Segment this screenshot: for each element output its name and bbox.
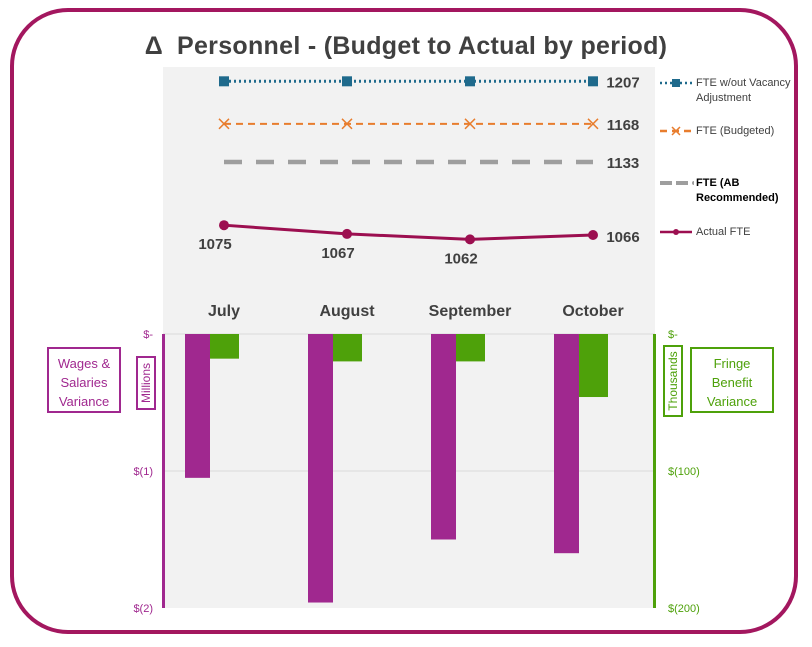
right-tick-label-0: $-	[668, 329, 678, 341]
wages-bar-october	[554, 334, 579, 554]
marker-fte-budgeted-2	[464, 118, 476, 130]
wages-label-line-2: Salaries	[60, 375, 108, 390]
fringe-bar-september	[456, 334, 485, 362]
marker-fte-w-out-vacancy-adjustment-0	[219, 76, 229, 87]
data-label-actual-fte-3: 1066	[606, 229, 639, 246]
end-label-fte-w-out-vacancy-adjustment: 1207	[606, 74, 639, 91]
legend-swatch-3	[660, 229, 692, 235]
end-label-fte-budgeted: 1168	[607, 117, 640, 134]
left-tick-label-2: $(2)	[133, 603, 153, 615]
marker-fte-budgeted-3	[587, 118, 599, 130]
wages-label-line-1: Wages &	[57, 356, 111, 371]
marker-actual-fte-1	[342, 228, 352, 239]
left-tick-label-1: $(1)	[133, 466, 153, 478]
fringe-benefit-variance-label: Fringe Benefit Variance	[690, 347, 774, 413]
category-label-august: August	[319, 303, 375, 320]
fringe-bar-october	[579, 334, 608, 398]
legend-swatch-1	[660, 126, 692, 136]
legend-marker-0	[672, 79, 680, 87]
data-label-actual-fte-1: 1067	[321, 245, 354, 262]
wages-bar-august	[308, 334, 333, 603]
marker-actual-fte-0	[219, 220, 229, 231]
millions-unit-label: Millions	[136, 356, 156, 410]
thousands-text: Thousands	[666, 351, 680, 411]
marker-fte-w-out-vacancy-adjustment-1	[342, 76, 352, 87]
fringe-bar-july	[210, 334, 239, 359]
marker-actual-fte-2	[465, 234, 475, 245]
end-label-fte-ab-recommended: 1133	[607, 155, 640, 172]
marker-fte-budgeted-0	[218, 118, 230, 130]
legend-text-3: Actual FTE	[696, 226, 751, 238]
fte-plot-area	[163, 67, 655, 334]
legend-marker-3	[673, 229, 679, 235]
wages-label-line-3: Variance	[58, 394, 110, 409]
marker-fte-budgeted-1	[341, 118, 353, 130]
legend-text-1: FTE (Budgeted)	[696, 125, 775, 137]
marker-actual-fte-3	[588, 230, 598, 240]
delta-symbol: Δ	[144, 32, 163, 60]
fringe-label-line-2: Benefit	[711, 375, 753, 390]
series-line-actual-fte	[223, 223, 594, 241]
fringe-label-line-1: Fringe	[713, 356, 751, 371]
category-label-october: October	[562, 303, 623, 320]
category-label-july: July	[208, 303, 240, 320]
legend-marker-1	[671, 126, 681, 136]
title-text: Personnel - (Budget to Actual by period)	[177, 32, 668, 60]
category-label-september: September	[429, 303, 512, 320]
wages-salaries-variance-label: Wages & Salaries Variance	[47, 347, 121, 413]
legend-swatch-0	[660, 79, 692, 87]
millions-text: Millions	[139, 362, 153, 404]
thousands-unit-label: Thousands	[663, 345, 683, 417]
chart-title: Δ Personnel - (Budget to Actual by period…	[0, 32, 812, 61]
right-tick-label-1: $(100)	[668, 466, 700, 478]
legend-text-0: FTE w/out Vacancy Adjustment	[696, 77, 791, 104]
data-label-actual-fte-2: 1062	[444, 250, 477, 267]
legend-swatch-2	[660, 181, 694, 185]
wages-bar-september	[431, 334, 456, 540]
marker-fte-w-out-vacancy-adjustment-2	[465, 76, 475, 87]
fringe-label-line-3: Variance	[706, 394, 758, 409]
legend-text-2: FTE (AB Recommended)	[696, 177, 779, 204]
right-tick-label-2: $(200)	[668, 603, 700, 615]
fringe-bar-august	[333, 334, 362, 362]
left-tick-label-0: $-	[143, 329, 153, 341]
marker-fte-w-out-vacancy-adjustment-3	[588, 76, 598, 87]
legend-marker-2	[692, 181, 694, 185]
wages-bar-july	[185, 334, 210, 478]
data-label-actual-fte-0: 1075	[198, 236, 231, 253]
